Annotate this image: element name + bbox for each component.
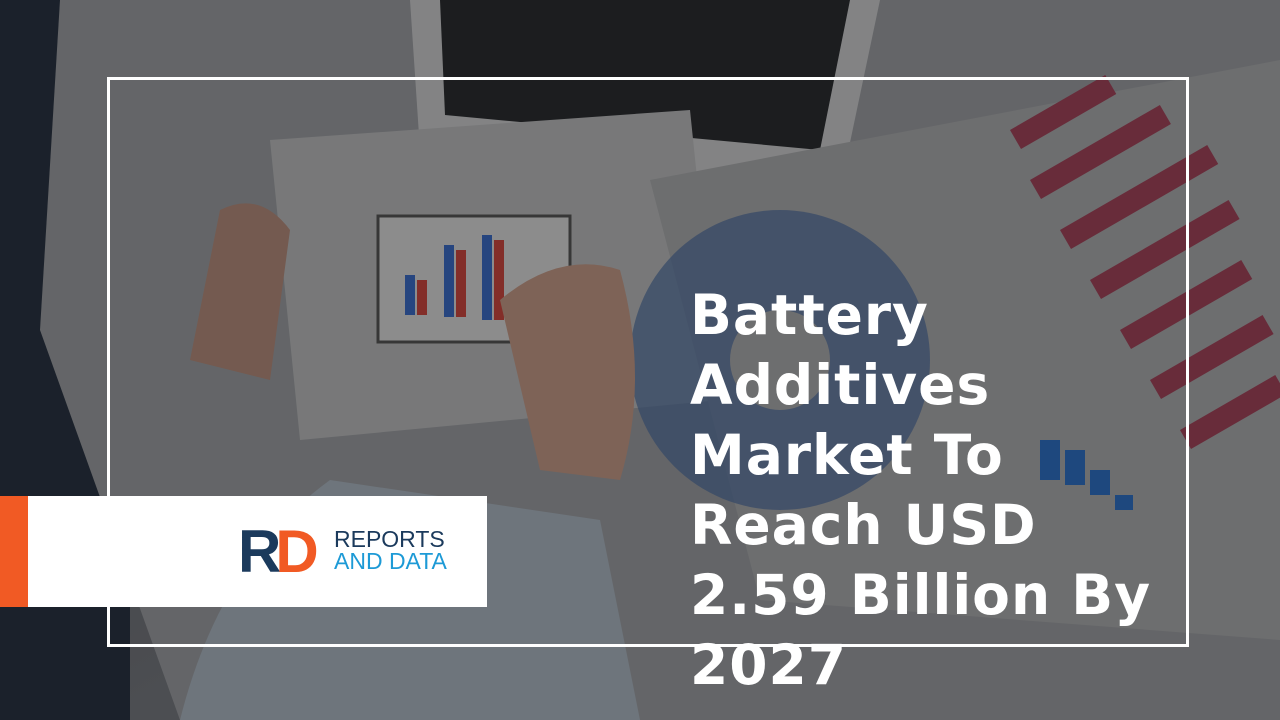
logo-letter: R: [238, 518, 281, 585]
logo-text: REPORTS AND DATA: [334, 526, 447, 574]
logo-line: AND DATA: [334, 548, 447, 574]
logo-box: RD REPORTS AND DATA: [0, 496, 487, 607]
headline: Battery Additives Market To Reach USD 2.…: [690, 283, 1152, 697]
logo-letter: D: [275, 518, 318, 585]
frame: [107, 77, 1189, 647]
logo-mark: RD: [238, 522, 319, 582]
accent-strip: [0, 496, 28, 607]
logo-line: REPORTS: [334, 526, 445, 552]
